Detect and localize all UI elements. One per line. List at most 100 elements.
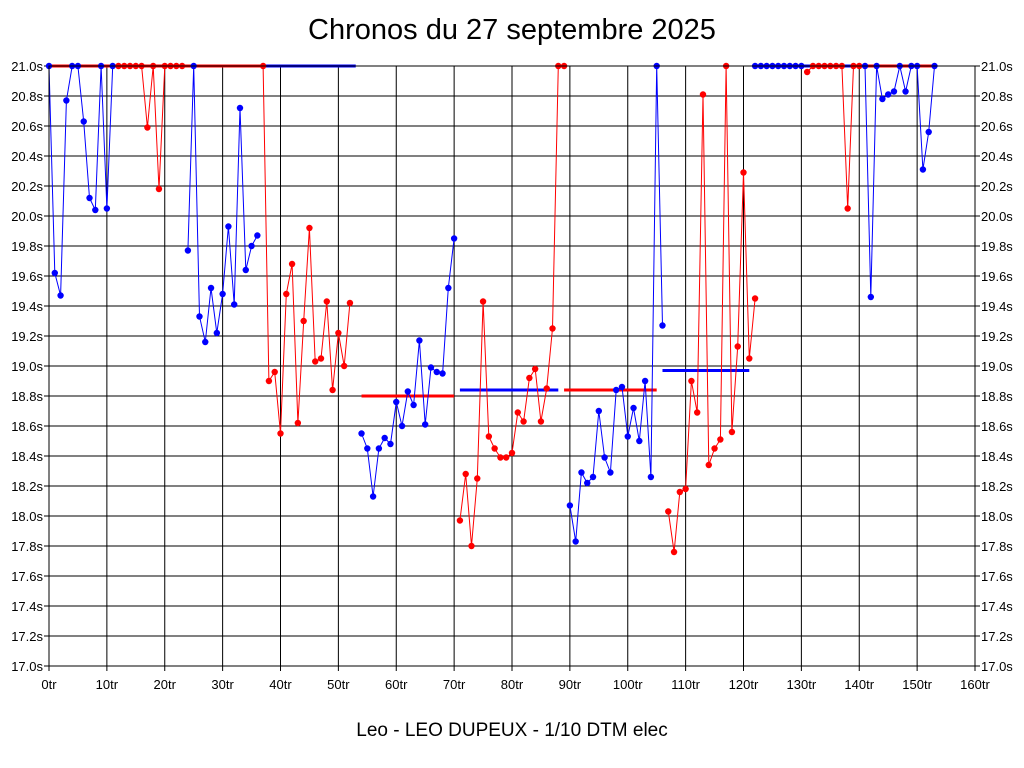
series-line (864, 65, 935, 298)
chart-subtitle: Leo - LEO DUPEUX - 1/10 DTM elec (356, 720, 668, 741)
data-point (450, 235, 458, 242)
data-point (543, 385, 550, 392)
data-point (474, 475, 481, 482)
y-tick-label-left: 18.6s (11, 419, 43, 434)
grid (44, 65, 980, 671)
x-tick-label: 150tr (902, 677, 932, 692)
y-tick-label-right: 17.8s (981, 539, 1013, 554)
data-point (300, 317, 307, 325)
data-point (86, 194, 93, 202)
data-point (462, 470, 469, 478)
data-point (358, 430, 365, 437)
data-point (566, 502, 574, 509)
y-tick-label-right: 19.6s (981, 269, 1013, 284)
data-point (647, 473, 655, 481)
data-point (537, 418, 545, 425)
y-tick-label-right: 18.6s (981, 419, 1013, 434)
data-point (636, 437, 643, 445)
data-point (520, 418, 527, 425)
data-point (277, 430, 284, 437)
data-point (734, 343, 741, 350)
data-point (601, 454, 608, 461)
y-tick-label-left: 19.2s (11, 329, 43, 344)
data-point (624, 433, 631, 440)
y-tick-label-left: 17.6s (11, 569, 43, 584)
data-point (63, 97, 70, 104)
y-tick-label-left: 20.6s (11, 119, 43, 134)
data-point (751, 295, 759, 302)
x-tick-label: 100tr (613, 677, 643, 692)
data-point (242, 266, 249, 274)
data-point (595, 407, 603, 415)
data-point (479, 298, 487, 305)
data-point (676, 488, 684, 496)
data-point (589, 473, 597, 481)
data-point (364, 445, 371, 452)
series-line (667, 65, 756, 553)
data-point (213, 329, 221, 337)
y-tick-label-left: 18.2s (11, 479, 43, 494)
series-line (361, 238, 455, 497)
data-point (248, 242, 255, 250)
data-point (682, 485, 689, 493)
x-tick-label: 90tr (559, 677, 582, 692)
data-point (433, 368, 440, 376)
y-tick-label-right: 18.0s (981, 509, 1013, 524)
y-tick-label-left: 19.0s (11, 359, 43, 374)
data-point (92, 206, 99, 214)
data-point (705, 461, 712, 469)
data-point (607, 469, 614, 476)
data-point (231, 301, 238, 308)
y-tick-label-right: 20.8s (981, 89, 1013, 104)
series-line (262, 65, 351, 434)
data-point (902, 88, 909, 95)
data-point (578, 469, 585, 476)
data-point (844, 205, 851, 212)
x-tick-label: 70tr (443, 677, 466, 692)
data-point (503, 454, 510, 461)
data-point (867, 293, 875, 301)
x-tick-label: 20tr (154, 677, 177, 692)
chart-title: Chronos du 27 septembre 2025 (308, 14, 716, 46)
data-point (51, 269, 58, 277)
data-point (740, 169, 747, 176)
data-point (491, 445, 498, 452)
data-point (410, 401, 417, 409)
tick-labels: 17.0s 17.0s 17.2s 17.2s 17.4s 17.4s 17.6s 17.6s… (11, 59, 1013, 692)
data-point (271, 368, 278, 376)
data-point (508, 449, 516, 457)
data-point (393, 398, 400, 406)
data-point (288, 260, 296, 268)
data-point (144, 124, 151, 131)
data-point (369, 493, 377, 500)
data-point (207, 284, 215, 292)
data-point (202, 338, 209, 346)
data-point (456, 517, 464, 524)
y-tick-label-left: 18.4s (11, 449, 43, 464)
data-point (884, 91, 892, 98)
data-point (317, 355, 325, 362)
data-point (630, 404, 637, 412)
data-point (439, 370, 446, 377)
data-point (670, 548, 678, 556)
x-tick-label: 30tr (211, 677, 234, 692)
y-tick-label-left: 17.0s (11, 659, 43, 674)
data-point (340, 362, 348, 370)
series-points (45, 62, 938, 556)
y-tick-label-right: 20.2s (981, 179, 1013, 194)
y-tick-label-right: 17.2s (981, 629, 1013, 644)
series-line (806, 65, 860, 209)
data-point (445, 284, 452, 292)
data-point (381, 434, 388, 442)
y-tick-label-left: 17.8s (11, 539, 43, 554)
data-point (398, 422, 406, 430)
data-point (659, 322, 666, 329)
x-tick-label: 80tr (501, 677, 524, 692)
data-point (103, 205, 111, 212)
data-point (219, 290, 226, 298)
plot-frame (48, 65, 976, 667)
data-point (375, 445, 383, 452)
data-point (694, 409, 701, 416)
